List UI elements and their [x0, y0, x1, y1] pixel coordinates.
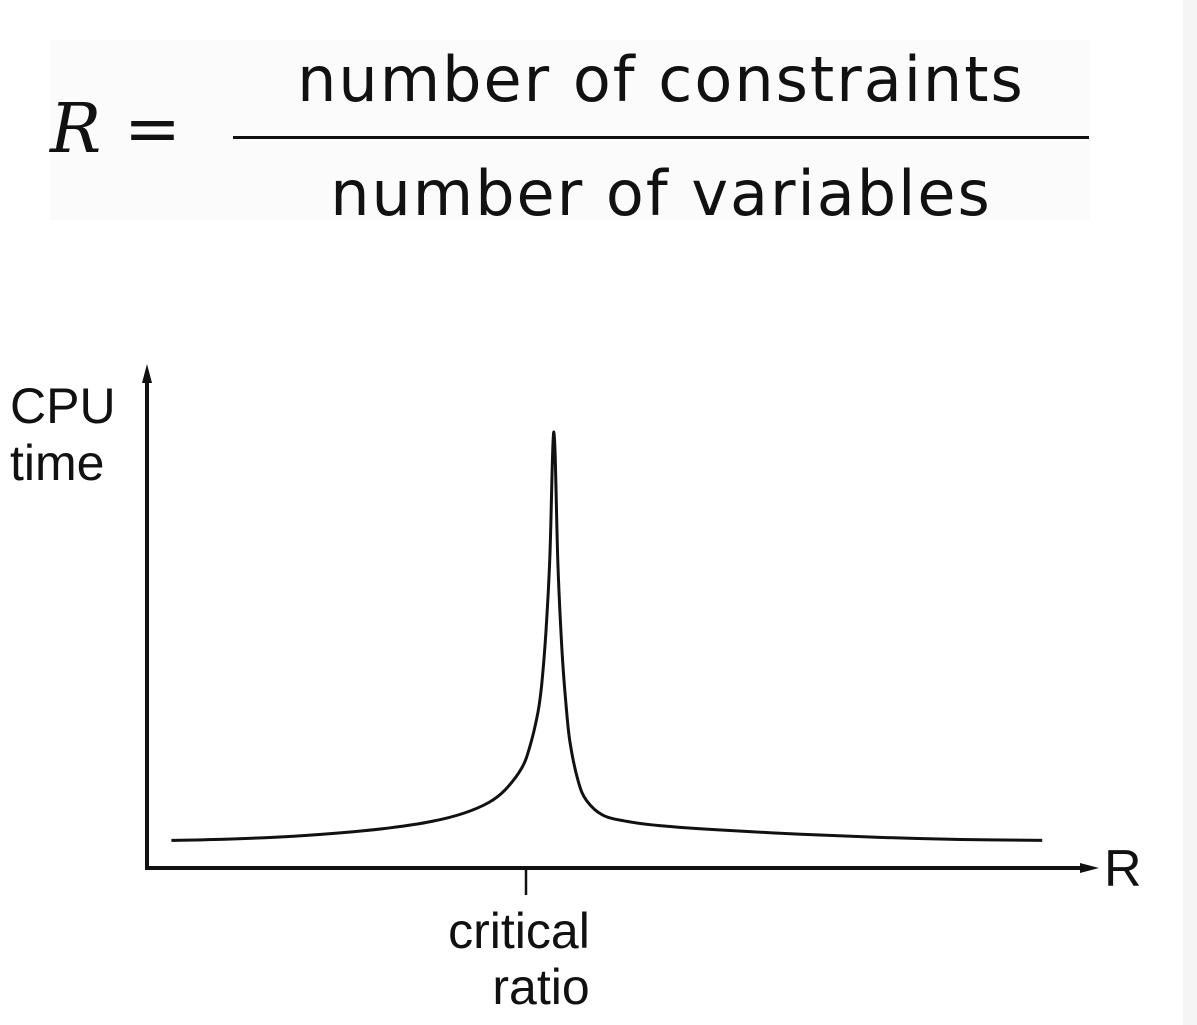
x-axis-arrow-icon: [1080, 863, 1099, 873]
y-axis-label-line-2: time: [10, 435, 104, 491]
series-line-0: [171, 432, 1042, 840]
series-layer: [171, 432, 1042, 840]
page-edge: [1183, 0, 1197, 1025]
x-axis-label: R: [1104, 840, 1142, 898]
y-axis-arrow-icon: [142, 364, 152, 383]
x-tick-label-line-1: critical: [448, 903, 590, 959]
chart-axes: [142, 364, 1099, 895]
y-axis-label-line-1: CPU: [10, 378, 116, 434]
x-tick-label-line-2: ratio: [492, 959, 589, 1015]
